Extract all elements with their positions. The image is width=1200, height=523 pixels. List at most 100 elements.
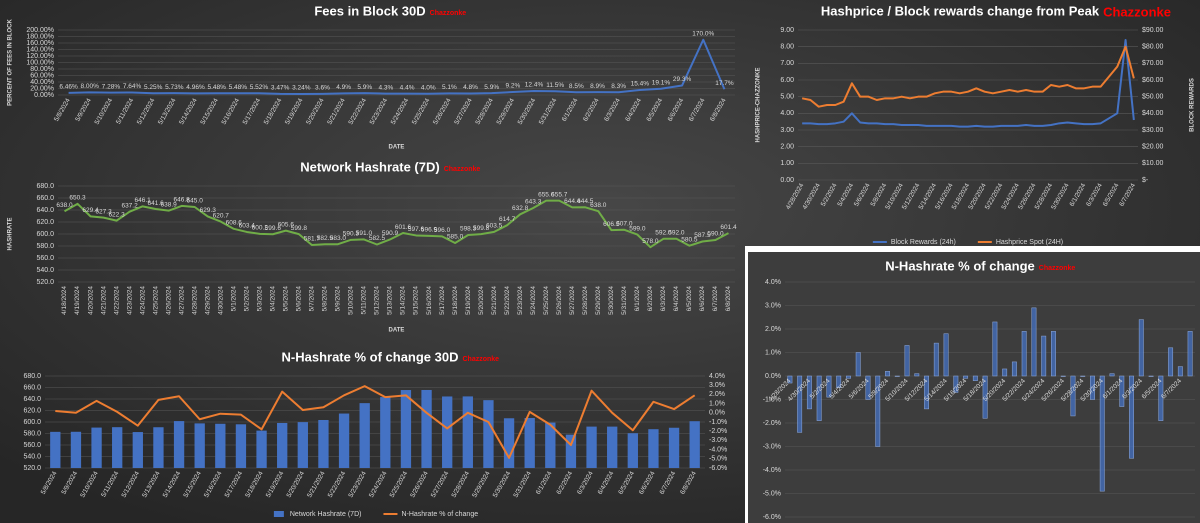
bar bbox=[70, 431, 82, 468]
data-label: 29.3% bbox=[673, 76, 692, 83]
x-tick-label: 5/2/2024 bbox=[243, 286, 250, 312]
bar bbox=[173, 421, 185, 468]
bar bbox=[524, 417, 535, 468]
legend-label: Hashprice Spot (24H) bbox=[996, 239, 1063, 246]
bar bbox=[1119, 375, 1125, 407]
bar bbox=[565, 434, 577, 468]
annotation: Chazzonke bbox=[444, 166, 481, 173]
bar bbox=[806, 375, 812, 410]
data-label: 5.73% bbox=[165, 84, 184, 91]
y-tick-label: 2.0% bbox=[765, 326, 781, 333]
bar bbox=[1129, 375, 1134, 459]
y-tick-label: 540.0 bbox=[36, 267, 54, 274]
y-tick-label: 560.0 bbox=[36, 255, 54, 262]
data-label: 614.7 bbox=[499, 216, 516, 223]
data-label: 601.6 bbox=[395, 224, 412, 231]
data-label: 590.0 bbox=[707, 231, 724, 238]
y-tick-label: 160.00% bbox=[26, 40, 54, 47]
y-tick-label: $30.00 bbox=[1142, 127, 1164, 134]
bar bbox=[1021, 331, 1027, 377]
bar bbox=[836, 375, 842, 388]
y-tick-label: 7.00 bbox=[780, 60, 794, 67]
data-label: 638.0 bbox=[56, 202, 73, 209]
data-label: 5.9% bbox=[357, 84, 372, 91]
data-label: 9.2% bbox=[505, 83, 520, 90]
bar bbox=[607, 426, 618, 468]
y-tick-label: $80.00 bbox=[1142, 44, 1164, 51]
y-tick-label: -4.0% bbox=[763, 467, 781, 474]
y-tick-label: 580.0 bbox=[23, 430, 41, 437]
y-tick-label: 4.0% bbox=[765, 279, 781, 286]
y-tick-label: 540.0 bbox=[23, 453, 41, 460]
y-tick-label: 3.0% bbox=[765, 302, 781, 309]
y-tick-label: 100.00% bbox=[26, 59, 54, 66]
y-tick-label: $60.00 bbox=[1142, 77, 1164, 84]
data-label: 12.4% bbox=[525, 82, 544, 89]
data-label: 4.4% bbox=[400, 84, 415, 91]
data-label: 5.48% bbox=[229, 84, 248, 91]
x-tick-label: 4/23/2024 bbox=[126, 286, 133, 315]
bar bbox=[648, 429, 659, 468]
bar bbox=[846, 375, 851, 379]
bar bbox=[421, 389, 432, 468]
data-label: 8.9% bbox=[590, 83, 605, 90]
bar bbox=[875, 375, 881, 447]
bar bbox=[153, 427, 164, 468]
bar bbox=[1109, 373, 1115, 377]
x-tick-label: 5/14/2024 bbox=[400, 286, 407, 315]
bar bbox=[235, 424, 247, 468]
data-label: 17.7% bbox=[715, 80, 734, 87]
x-tick-label: 4/30/2024 bbox=[217, 286, 224, 315]
data-label: 644.5 bbox=[577, 198, 594, 205]
y-tick-label: 3.00 bbox=[780, 127, 794, 134]
y-tick-label: -6.0% bbox=[763, 514, 781, 521]
bar bbox=[953, 375, 959, 393]
y-tick-label: 4.0% bbox=[709, 373, 725, 380]
data-label: 591.0 bbox=[356, 230, 373, 237]
y-tick-label: 120.00% bbox=[26, 53, 54, 60]
data-label: 644.4 bbox=[564, 198, 581, 205]
bar bbox=[359, 403, 370, 468]
x-tick-label: 5/8/2024 bbox=[322, 286, 329, 312]
y-tick-label: $- bbox=[1142, 177, 1149, 184]
bar bbox=[586, 426, 597, 468]
data-label: 590.9 bbox=[382, 230, 399, 237]
data-label: 4.0% bbox=[421, 84, 436, 91]
y-tick-label: 560.0 bbox=[23, 442, 41, 449]
data-label: 638.9 bbox=[161, 201, 178, 208]
y-tick-label: 200.00% bbox=[26, 27, 54, 34]
bar bbox=[1148, 375, 1154, 377]
x-tick-label: 6/7/2024 bbox=[712, 286, 719, 312]
data-label: 4.3% bbox=[379, 84, 394, 91]
y-tick-label: 1.0% bbox=[709, 400, 725, 407]
chart-title: Network Hashrate (7D) bbox=[300, 159, 439, 174]
data-label: 4.9% bbox=[336, 84, 351, 91]
x-tick-label: 5/18/2024 bbox=[452, 286, 459, 315]
data-label: 629.3 bbox=[200, 207, 217, 214]
data-label: 598.3 bbox=[460, 226, 477, 233]
line bbox=[802, 39, 1135, 128]
bar bbox=[215, 423, 226, 468]
data-label: 596.0 bbox=[434, 227, 451, 234]
x-tick-label: 6/8/2024 bbox=[725, 286, 732, 312]
bar bbox=[1168, 347, 1174, 377]
bar bbox=[1158, 375, 1164, 421]
data-label: 578.0 bbox=[642, 238, 659, 245]
bar bbox=[933, 342, 939, 377]
data-label: 583.0 bbox=[330, 235, 347, 242]
bar bbox=[1080, 375, 1086, 377]
line bbox=[64, 199, 729, 249]
data-label: 592.0 bbox=[668, 230, 685, 237]
chart-title: N-Hashrate % of change 30D bbox=[282, 349, 459, 364]
bar bbox=[963, 375, 969, 379]
bar bbox=[924, 375, 929, 410]
y-tick-label: 8.00 bbox=[780, 44, 794, 51]
bar bbox=[826, 375, 832, 398]
x-tick-label: 5/7/2024 bbox=[309, 286, 316, 312]
x-tick-label: 5/22/2024 bbox=[504, 286, 511, 315]
annotation: Chazzonke bbox=[430, 10, 467, 17]
bar bbox=[442, 396, 453, 468]
y-tick-label: -6.0% bbox=[709, 465, 727, 472]
annotation: Chazzonke bbox=[463, 356, 500, 363]
line bbox=[801, 45, 1135, 108]
